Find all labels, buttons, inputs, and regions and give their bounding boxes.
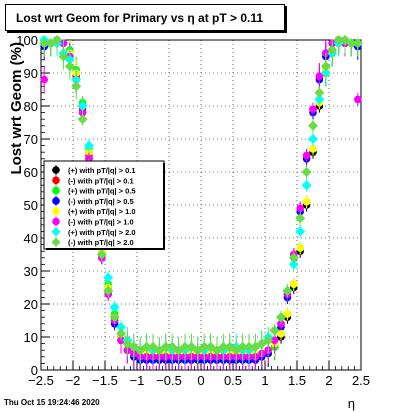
legend-entry: (-) with pT/|q| > 2.0 [68,238,134,247]
data-point [301,167,312,177]
data-point [327,44,338,55]
data-point [160,341,171,352]
legend-entry: (-) with pT/|q| > 0.5 [68,197,134,206]
data-point [295,226,306,237]
data-point [269,325,280,336]
data-point [109,312,120,323]
data-point [290,280,298,289]
y-tick-label: 20 [24,297,38,312]
data-point [141,341,152,352]
data-point [84,140,94,151]
y-tick-label: 10 [24,330,38,345]
data-point [64,61,75,72]
y-tick-label: 90 [24,66,38,81]
x-tick-label: −2.5 [28,373,54,388]
x-axis-label: η [348,396,355,411]
data-point [315,72,324,81]
data-point [40,75,48,84]
data-point [296,244,305,252]
data-point [199,341,210,352]
chart-title: Lost wrt Geom for Primary vs η at pT > 0… [16,11,264,25]
data-point [296,204,305,213]
data-point [282,285,293,296]
data-point [295,213,306,224]
data-point [309,105,317,114]
data-point [308,134,318,144]
data-point [71,81,82,92]
legend-entry: (-) with pT/|q| > 1.0 [68,218,134,227]
legend-entry: (+) with pT/|q| > 0.5 [68,187,136,196]
x-tick-label: −0.5 [156,373,182,388]
data-point [354,95,362,104]
data-point [309,145,317,153]
data-point [314,87,325,98]
data-point [276,312,286,323]
data-point [103,285,114,296]
x-tick-label: −1 [130,373,145,388]
x-tick-label: 1 [261,373,268,388]
legend-entry: (-) with pT/|q| > 0.1 [68,176,134,185]
data-point [237,341,248,352]
data-point [288,252,299,263]
data-point [77,101,88,111]
y-axis-label: Lost wrt Geom (%) [8,42,25,175]
data-point [352,38,363,49]
x-tick-label: 1.5 [288,373,306,388]
data-point [277,329,285,338]
y-tick-label: 50 [24,198,38,213]
data-point [96,249,107,260]
data-point [109,302,120,313]
x-tick-label: −2 [66,373,81,388]
y-tick-label: 60 [24,165,38,180]
x-tick-label: 2 [325,373,332,388]
legend-entry: (+) with pT/|q| > 0.1 [68,166,136,175]
data-point [58,51,69,62]
footer-timestamp: Thu Oct 15 19:24:46 2020 [4,398,100,407]
legend-box [43,160,165,250]
data-point [103,272,114,283]
y-tick-label: 0 [31,363,38,378]
data-point [263,335,274,346]
chart-title-box: Lost wrt Geom for Primary vs η at pT > 0… [5,4,285,31]
x-tick-label: −1.5 [92,373,118,388]
y-tick-label: 80 [24,99,38,114]
data-point [308,120,318,131]
y-tick-label: 70 [24,132,38,147]
data-point [283,310,292,318]
data-point [302,151,311,160]
legend-entry: (+) with pT/|q| > 1.0 [68,207,136,216]
x-tick-label: 0.5 [224,373,242,388]
data-point [180,341,190,352]
data-point [244,341,254,352]
y-tick-label: 30 [24,264,38,279]
data-point [270,336,279,345]
data-point [346,38,357,49]
data-point [302,197,311,206]
y-tick-label: 100 [16,33,38,48]
data-point [320,61,331,72]
data-point [77,114,88,125]
data-point [333,35,344,45]
legend-entry: (+) with pT/|q| > 2.0 [68,228,136,237]
data-point [218,341,229,352]
data-point [301,180,312,191]
y-tick-label: 40 [24,231,38,246]
data-point [52,35,62,45]
data-point [39,38,50,49]
x-tick-label: 0 [197,373,204,388]
x-tick-label: 2.5 [352,373,370,388]
data-point [116,328,126,339]
